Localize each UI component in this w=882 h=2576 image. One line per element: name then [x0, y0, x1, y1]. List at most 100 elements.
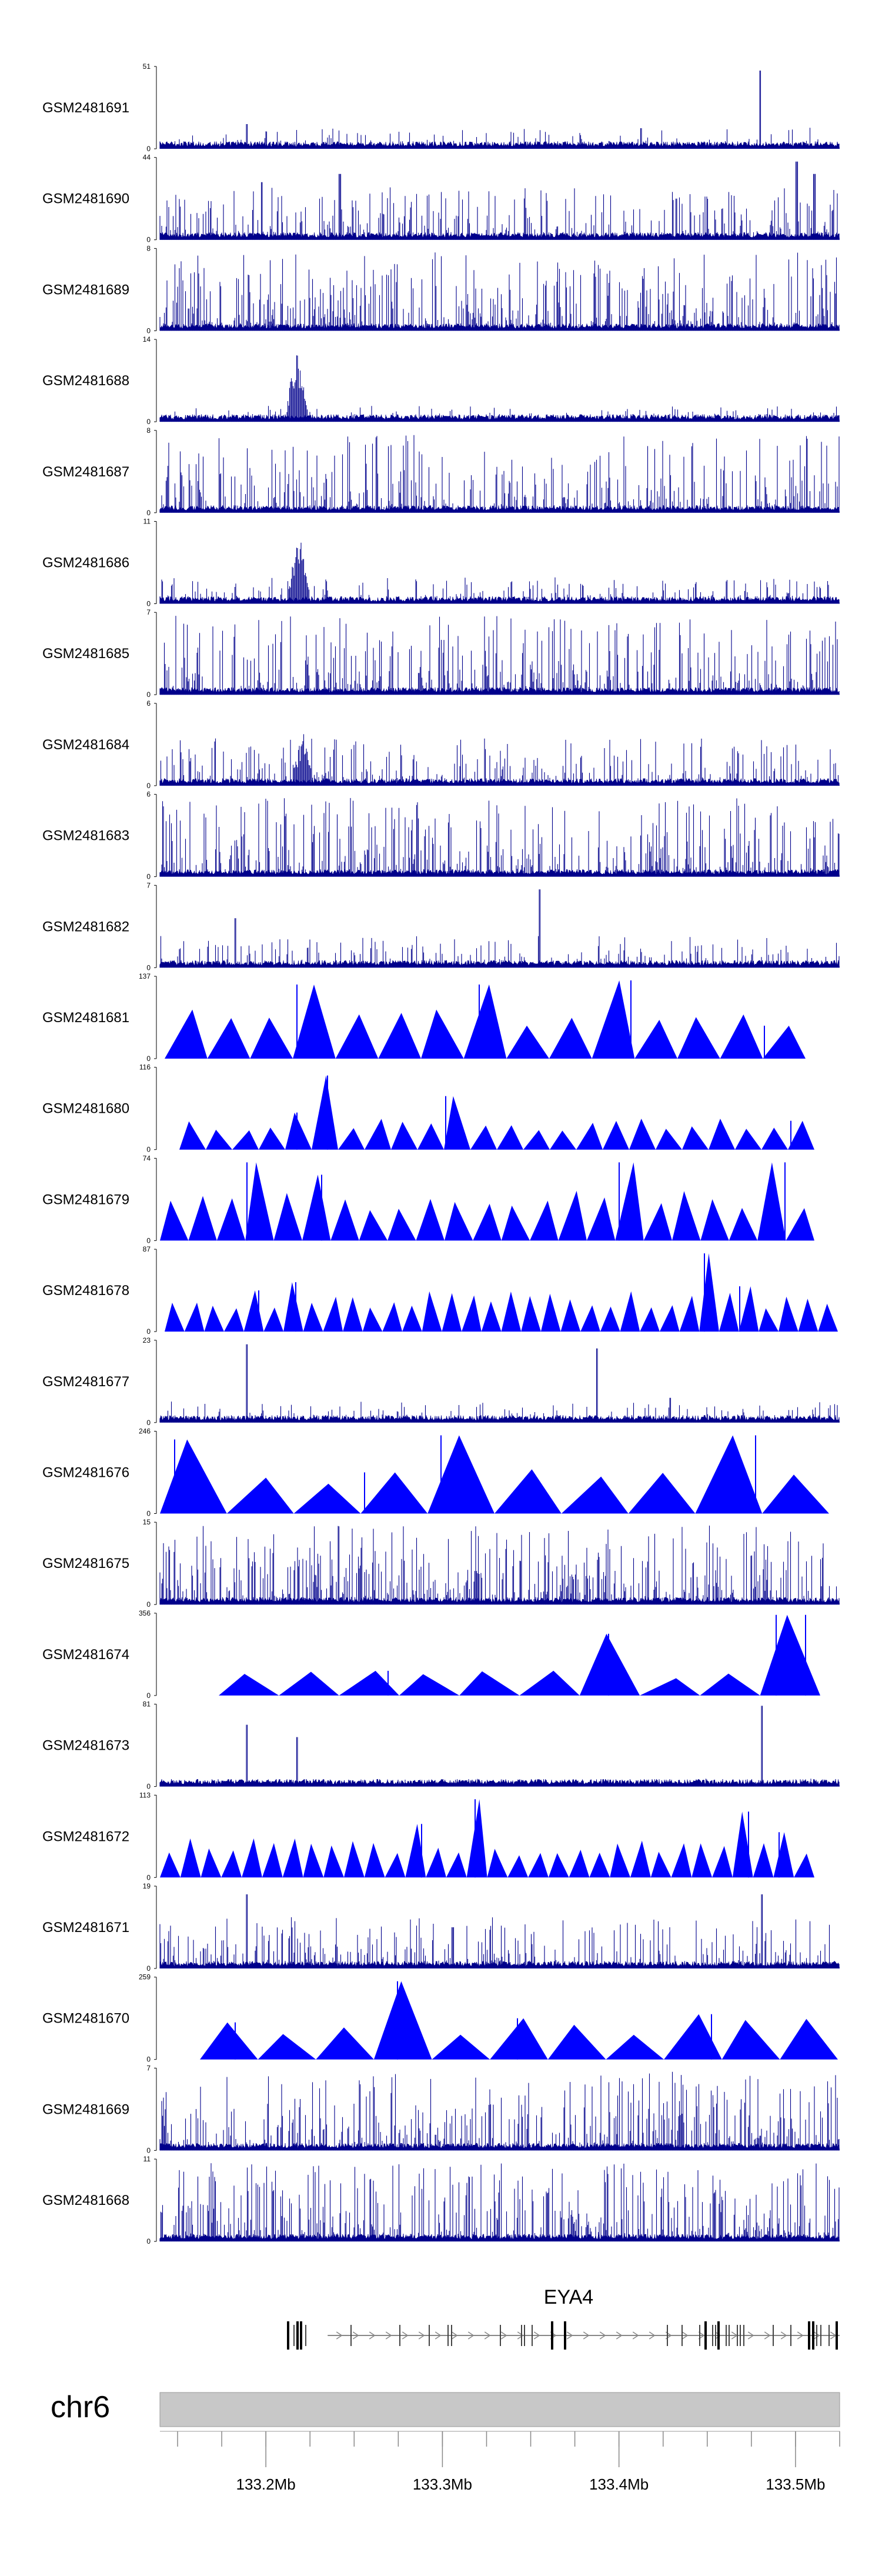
coverage-signal [159, 355, 840, 422]
coverage-peak [610, 1843, 630, 1878]
coverage-peak [303, 1303, 323, 1332]
y-axis-max-label: 11 [143, 518, 151, 526]
track-label: GSM2481689 [42, 282, 129, 298]
coverage-peak [521, 1296, 541, 1332]
gene-exon [532, 2325, 533, 2346]
coverage-peak [188, 1196, 217, 1241]
y-axis-max-label: 44 [143, 154, 151, 162]
gene-name: EYA4 [544, 2286, 593, 2308]
track-GSM2481670: GSM2481670 259 0 [42, 1973, 838, 2064]
x-axis-tick-label: 133.4Mb [589, 2475, 649, 2493]
track-label: GSM2481682 [42, 919, 129, 935]
track-label: GSM2481677 [42, 1374, 129, 1390]
y-axis-max-label: 356 [139, 1609, 151, 1617]
coverage-peak [794, 1853, 814, 1878]
coverage-peak [606, 2034, 664, 2060]
track-GSM2481669: GSM2481669 7 0 [42, 2064, 840, 2154]
coverage-peak [242, 1838, 262, 1878]
coverage-peak [160, 1200, 189, 1241]
strand-arrow-icon [583, 2331, 590, 2340]
coverage-peak [760, 1614, 820, 1696]
coverage-peak [160, 1852, 181, 1878]
gene-exon [521, 2325, 522, 2346]
gene-exon [808, 2321, 810, 2350]
coverage-peak [446, 1852, 467, 1878]
track-GSM2481674: GSM2481674 356 0 [42, 1609, 820, 1700]
y-axis-min-label: 0 [146, 963, 151, 972]
coverage-peak [773, 1832, 794, 1878]
coverage-baseline [160, 596, 840, 604]
gene-exon [740, 2325, 741, 2346]
coverage-peak [600, 1306, 620, 1332]
strand-arrow-icon [714, 2331, 721, 2340]
coverage-peak [677, 1017, 720, 1059]
coverage-peak [344, 1841, 365, 1878]
coverage-peak [481, 1301, 502, 1332]
coverage-baseline [160, 960, 840, 968]
coverage-tracks: GSM2481691510GSM2481690440GSM248168980GS… [42, 62, 840, 2245]
coverage-peak [501, 1205, 530, 1241]
coverage-peak [432, 2034, 490, 2060]
track-label: GSM2481672 [42, 1828, 129, 1844]
strand-arrow-icon [467, 2331, 475, 2340]
coverage-peak [762, 1474, 829, 1514]
coverage-peak [385, 1853, 406, 1878]
gene-exon [836, 2321, 838, 2350]
coverage-signal [159, 1344, 840, 1423]
strand-arrow-icon [566, 2331, 573, 2340]
peak-series [179, 1075, 814, 1150]
y-axis-max-label: 8 [146, 244, 151, 252]
y-axis-max-label: 81 [143, 1700, 151, 1709]
coverage-peak [679, 1296, 700, 1332]
coverage-baseline [160, 1415, 840, 1423]
coverage-peak [417, 1123, 444, 1150]
coverage-peak [273, 1193, 302, 1241]
coverage-peak [579, 1633, 640, 1696]
coverage-baseline [160, 778, 840, 786]
gene-exon [743, 2325, 744, 2346]
coverage-peak [501, 1292, 522, 1332]
coverage-peak [165, 1303, 185, 1332]
coverage-signal [159, 1894, 840, 1968]
coverage-peak [422, 1291, 442, 1332]
coverage-peak [561, 1476, 629, 1514]
strand-arrow-icon [533, 2331, 540, 2340]
coverage-peak [221, 1850, 242, 1878]
coverage-peak [303, 1843, 324, 1878]
coverage-peak [463, 985, 507, 1059]
y-axis-min-label: 0 [146, 509, 151, 517]
coverage-peak [343, 1297, 363, 1332]
coverage-peak [391, 1122, 417, 1150]
coverage-peak [656, 1129, 682, 1150]
coverage-baseline [160, 232, 840, 240]
gene-exon [429, 2325, 430, 2346]
y-axis-max-label: 74 [143, 1154, 151, 1162]
track-GSM2481683: GSM2481683 6 0 [42, 790, 840, 881]
peak-series [160, 1162, 814, 1241]
coverage-peak [293, 985, 336, 1059]
track-GSM2481688: GSM2481688 14 0 [42, 335, 840, 426]
coverage-peak [399, 1674, 460, 1696]
coverage-baseline [160, 323, 840, 331]
y-axis-min-label: 0 [146, 1510, 151, 1518]
strand-arrow-icon [780, 2331, 787, 2340]
chromosome-name: chr6 [51, 2390, 110, 2424]
gene-exon [305, 2325, 306, 2346]
coverage-signal [159, 1526, 840, 1605]
coverage-baseline [160, 2143, 840, 2151]
coverage-baseline [160, 141, 840, 149]
coverage-peak [165, 1009, 208, 1059]
peak-series [160, 1435, 829, 1514]
chromosome-axis: chr6 133.2Mb 133.3Mb 133.4Mb 133.5Mb [51, 2390, 840, 2493]
coverage-peak [695, 1435, 763, 1514]
y-axis-min-label: 0 [146, 1146, 151, 1154]
y-axis-min-label: 0 [146, 1419, 151, 1427]
gene-exon [773, 2325, 774, 2346]
coverage-peak [586, 1197, 616, 1241]
coverage-peak [245, 1162, 274, 1241]
coverage-peak [735, 1129, 761, 1150]
coverage-baseline [160, 505, 840, 513]
track-label: GSM2481687 [42, 464, 129, 480]
coverage-peak [263, 1307, 284, 1332]
track-label: GSM2481669 [42, 2101, 129, 2117]
